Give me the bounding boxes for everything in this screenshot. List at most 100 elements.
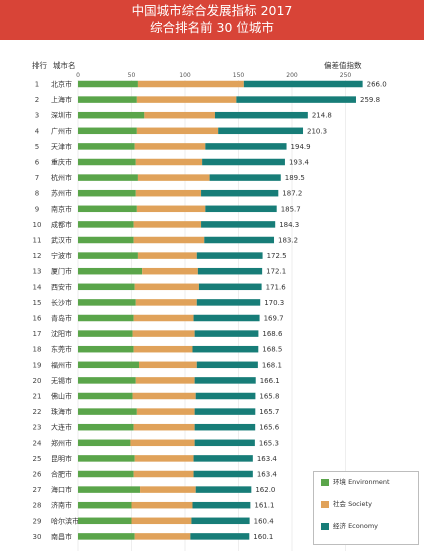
city-label: 佛山市 — [51, 392, 72, 401]
bar-row: 1 北京市 266.0 — [35, 80, 387, 89]
bar-row: 26 合肥市 163.4 — [33, 470, 278, 479]
bar-segment-society — [130, 439, 195, 447]
city-label: 郑州市 — [51, 438, 72, 447]
bar-row: 18 东莞市 168.5 — [33, 345, 283, 354]
bar-row: 27 海口市 162.0 — [33, 485, 276, 494]
value-label: 194.9 — [291, 143, 311, 151]
bar-segment-environment — [78, 189, 136, 197]
value-label: 259.8 — [360, 96, 380, 104]
bar-row: 10 成都市 184.3 — [33, 220, 300, 229]
rank-label: 12 — [33, 252, 42, 260]
rank-label: 23 — [33, 424, 42, 432]
bar-segment-economy — [194, 377, 256, 384]
bar-segment-society — [133, 236, 205, 244]
value-label: 160.1 — [253, 533, 273, 541]
bar-row: 8 苏州市 187.2 — [35, 189, 303, 198]
bar-segment-economy — [243, 80, 363, 88]
bar-segment-environment — [78, 96, 137, 103]
rank-label: 16 — [33, 315, 42, 323]
value-label: 169.7 — [264, 315, 284, 323]
city-column-header: 城市名 — [53, 61, 76, 70]
bar-segment-society — [136, 408, 195, 415]
value-label: 185.7 — [281, 205, 301, 213]
value-label: 165.7 — [259, 408, 279, 416]
bar-segment-economy — [192, 501, 251, 509]
bar-segment-economy — [201, 221, 276, 228]
chart-title: 中国城市综合发展指标 2017 — [131, 3, 293, 18]
bar-segment-economy — [194, 423, 256, 431]
bar-segment-economy — [193, 314, 260, 322]
bar-segment-environment — [78, 377, 136, 384]
bar-segment-environment — [78, 221, 134, 228]
bar-segment-economy — [194, 330, 259, 337]
bar-row: 28 济南市 161.1 — [33, 501, 275, 510]
bar-segment-economy — [204, 236, 275, 244]
city-label: 西安市 — [51, 282, 72, 291]
value-label: 162.0 — [255, 486, 275, 494]
rank-label: 27 — [33, 486, 42, 494]
rank-label: 9 — [35, 205, 39, 213]
chart-subtitle: 综合排名前 30 位城市 — [150, 20, 274, 35]
value-label: 187.2 — [282, 190, 302, 198]
bar-segment-economy — [202, 158, 285, 166]
bar-row: 24 郑州市 165.3 — [33, 438, 279, 447]
bar-segment-economy — [214, 111, 308, 119]
legend-swatch-environment — [321, 479, 329, 486]
legend-label-society: 社会 Society — [333, 500, 372, 508]
bar-segment-environment — [78, 455, 135, 462]
rank-label: 30 — [33, 533, 42, 541]
bar-segment-society — [132, 330, 195, 337]
bar-segment-environment — [78, 267, 143, 275]
bar-row: 29 哈尔滨市 160.4 — [33, 516, 275, 525]
bar-segment-society — [134, 143, 206, 150]
bar-row: 22 珠海市 165.7 — [33, 407, 280, 416]
value-label: 168.6 — [262, 330, 283, 338]
bar-segment-environment — [78, 299, 136, 306]
city-label: 宁波市 — [51, 251, 72, 260]
bar-segment-environment — [78, 361, 139, 369]
bar-segment-economy — [194, 408, 256, 415]
value-label: 170.3 — [264, 299, 284, 307]
rank-label: 4 — [35, 127, 40, 135]
bar-segment-society — [134, 283, 199, 291]
bar-segment-economy — [192, 345, 259, 353]
bar-segment-economy — [195, 392, 256, 400]
bar-segment-society — [135, 299, 197, 306]
bar-segment-economy — [196, 252, 263, 259]
bar-segment-society — [133, 221, 202, 228]
bar-row: 4 广州市 210.3 — [35, 126, 327, 135]
bar-segment-economy — [201, 189, 279, 197]
city-label: 济南市 — [51, 501, 72, 510]
bar-rows: 1 北京市 266.0 2 上海市 259.8 3 深圳市 214.8 4 广州市 210.3 5 天津市… — [33, 80, 387, 541]
bar-row: 15 长沙市 170.3 — [33, 298, 285, 307]
bar-segment-economy — [205, 205, 277, 213]
bar-segment-environment — [78, 158, 136, 166]
city-label: 广州市 — [51, 126, 72, 135]
rank-label: 10 — [33, 221, 42, 229]
value-label: 266.0 — [367, 81, 387, 89]
bar-segment-society — [136, 96, 237, 103]
bar-segment-economy — [196, 361, 258, 369]
bar-segment-society — [133, 423, 195, 431]
bar-segment-society — [140, 486, 196, 493]
x-tick-label: 0 — [76, 72, 80, 79]
bar-row: 5 天津市 194.9 — [35, 142, 311, 151]
value-label: 163.4 — [257, 471, 278, 479]
value-label: 189.5 — [285, 174, 305, 182]
city-label: 珠海市 — [51, 407, 72, 416]
bar-segment-society — [137, 252, 197, 259]
city-label: 厦门市 — [51, 267, 72, 276]
bar-segment-environment — [78, 330, 133, 337]
bar-row: 21 佛山市 165.8 — [33, 392, 280, 401]
legend-label-economy: 经济 Economy — [333, 522, 378, 530]
x-tick-label: 150 — [233, 72, 245, 79]
bar-row: 16 青岛市 169.7 — [33, 314, 284, 323]
bar-segment-environment — [78, 501, 132, 509]
city-label: 昆明市 — [51, 454, 72, 463]
city-label: 青岛市 — [51, 314, 72, 323]
city-label: 海口市 — [51, 485, 72, 494]
city-label: 成都市 — [51, 220, 72, 229]
rank-label: 5 — [35, 143, 39, 151]
bar-segment-economy — [195, 486, 252, 493]
